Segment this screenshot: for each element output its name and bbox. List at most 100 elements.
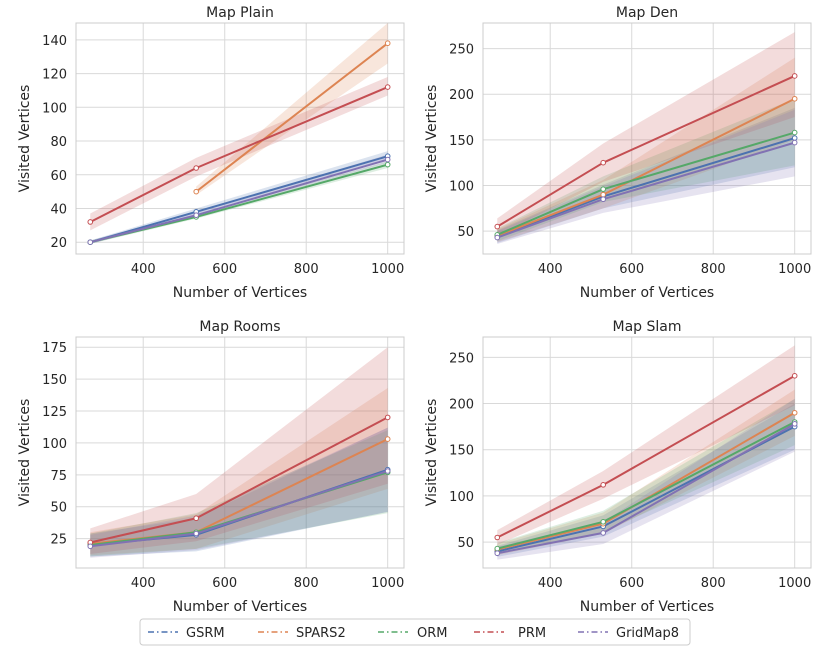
map-plain-point-gridmap8 [193, 212, 199, 219]
map-plain-ylabel: Visited Vertices [17, 85, 33, 193]
map-den-ytick-label: 50 [457, 225, 474, 240]
map-slam-ylabel: Visited Vertices [424, 399, 440, 507]
map-plain-point-spars2 [193, 188, 199, 195]
map-slam-ytick-label: 50 [457, 536, 474, 551]
map-slam-point-gridmap8 [791, 421, 798, 427]
map-rooms-point-prm [384, 414, 391, 421]
map-plain-point-gridmap8 [384, 156, 391, 163]
map-rooms-ytick-label: 100 [42, 437, 67, 452]
map-plain-ytick-label: 120 [42, 68, 67, 83]
map-plain-ytick-label: 80 [50, 135, 67, 150]
legend-label-gridmap8: GridMap8 [616, 626, 679, 641]
map-den-ytick-label: 250 [449, 43, 474, 58]
map-den-xlabel: Number of Vertices [580, 285, 714, 301]
map-slam-point-gridmap8 [600, 530, 606, 536]
map-slam-band-orm [497, 398, 795, 555]
map-rooms-ytick-label: 125 [42, 405, 67, 420]
map-den-point-prm [494, 223, 501, 230]
map-plain-point-prm [193, 165, 199, 171]
map-rooms-xlabel: Number of Vertices [173, 599, 307, 615]
map-den-point-orm [791, 129, 798, 136]
map-den-xtick-label: 800 [701, 262, 726, 277]
map-rooms-band-spars2 [90, 388, 388, 556]
map-plain-ytick-label: 40 [50, 202, 67, 217]
map-slam-point-prm [600, 482, 606, 488]
chart-map-rooms: 400 600 800 1000 25 50 75 100 125 150 175 Map Rooms… [17, 319, 405, 615]
map-den-plot-frame [482, 22, 812, 255]
map-rooms-point-gridmap8 [384, 468, 391, 474]
map-den-point-prm [791, 73, 798, 79]
map-slam-ytick-label: 250 [449, 351, 474, 366]
map-rooms-ytick-label: 150 [42, 373, 67, 388]
map-plain-point-prm [87, 219, 94, 225]
map-rooms-band-gsrm [90, 427, 388, 557]
chart-map-plain: 400 600 800 1000 20 40 60 80 100 120 140 Map Plain N… [17, 5, 405, 301]
map-slam-xtick-label: 400 [538, 576, 563, 591]
chart-map-slam: 400 600 800 1000 50 100 150 200 250 Map Slam Numbe… [424, 319, 812, 615]
map-den-ytick-label: 150 [449, 134, 474, 149]
legend: GSRM SPARS2 ORM PRM GridMap8 [139, 618, 691, 646]
map-plain-point-gridmap8 [87, 239, 94, 245]
map-plain-xtick-label: 600 [212, 262, 237, 277]
map-rooms-xtick-label: 1000 [371, 576, 404, 591]
legend-label-gsrm: GSRM [186, 626, 225, 641]
map-den-point-gridmap8 [791, 139, 798, 146]
map-plain-plot-frame [75, 22, 405, 255]
map-plain-ytick-label: 60 [50, 169, 67, 184]
map-den-point-orm [600, 186, 606, 192]
map-slam-point-gridmap8 [494, 550, 501, 557]
map-rooms-ylabel: Visited Vertices [17, 399, 33, 507]
map-plain-line-spars2 [195, 42, 389, 193]
map-den-point-gridmap8 [494, 234, 501, 241]
map-slam-point-orm [600, 519, 606, 525]
map-slam-band-prm [497, 345, 795, 545]
map-slam-ytick-label: 200 [449, 398, 474, 413]
map-plain-ytick-label: 100 [42, 101, 67, 116]
map-rooms-point-gridmap8 [87, 543, 94, 550]
map-slam-ytick-label: 100 [449, 490, 474, 505]
map-rooms-point-prm [193, 515, 199, 522]
map-slam-xlabel: Number of Vertices [580, 599, 714, 615]
map-slam-band-spars2 [497, 389, 795, 556]
map-den-point-prm [600, 159, 606, 166]
map-rooms-plot-frame [75, 336, 405, 569]
map-den-point-spars2 [791, 95, 798, 102]
map-rooms-xtick-label: 600 [212, 576, 237, 591]
map-plain-point-spars2 [384, 40, 391, 47]
map-rooms-xtick-label: 800 [294, 576, 319, 591]
map-slam-xtick-label: 600 [619, 576, 644, 591]
map-slam-title: Map Slam [613, 319, 682, 335]
map-plain-band-prm [90, 76, 388, 231]
map-rooms-title: Map Rooms [199, 319, 280, 335]
map-slam-xtick-label: 1000 [778, 576, 811, 591]
map-plain-point-orm [384, 161, 391, 168]
legend-label-orm: ORM [417, 626, 447, 641]
map-rooms-ytick-label: 75 [50, 469, 67, 484]
map-plain-ytick-label: 140 [42, 34, 67, 49]
map-rooms-ytick-label: 25 [50, 533, 67, 548]
legend-label-prm: PRM [518, 626, 546, 641]
map-den-ytick-label: 200 [449, 88, 474, 103]
map-den-title: Map Den [616, 5, 678, 21]
map-den-xtick-label: 400 [538, 262, 563, 277]
map-den-point-gsrm [791, 135, 798, 141]
map-den-band-prm [497, 32, 795, 236]
map-plain-band-spars2 [196, 23, 388, 195]
map-slam-plot-frame [482, 336, 812, 569]
map-den-band-spars2 [497, 57, 795, 243]
map-den-point-spars2 [600, 191, 606, 198]
map-rooms-point-spars2 [384, 436, 391, 442]
map-slam-point-prm [494, 534, 501, 541]
map-plain-ytick-label: 20 [50, 236, 67, 251]
map-rooms-ytick-label: 175 [42, 341, 67, 356]
map-den-ylabel: Visited Vertices [424, 85, 440, 193]
map-plain-title: Map Plain [206, 5, 274, 21]
map-plain-point-prm [384, 84, 391, 90]
map-rooms-ytick-label: 50 [50, 501, 67, 516]
map-plain-xlabel: Number of Vertices [173, 285, 307, 301]
legend-frame [139, 618, 691, 646]
map-plain-xtick-label: 400 [131, 262, 156, 277]
legend-label-spars2: SPARS2 [296, 626, 346, 641]
map-slam-ytick-label: 150 [449, 444, 474, 459]
